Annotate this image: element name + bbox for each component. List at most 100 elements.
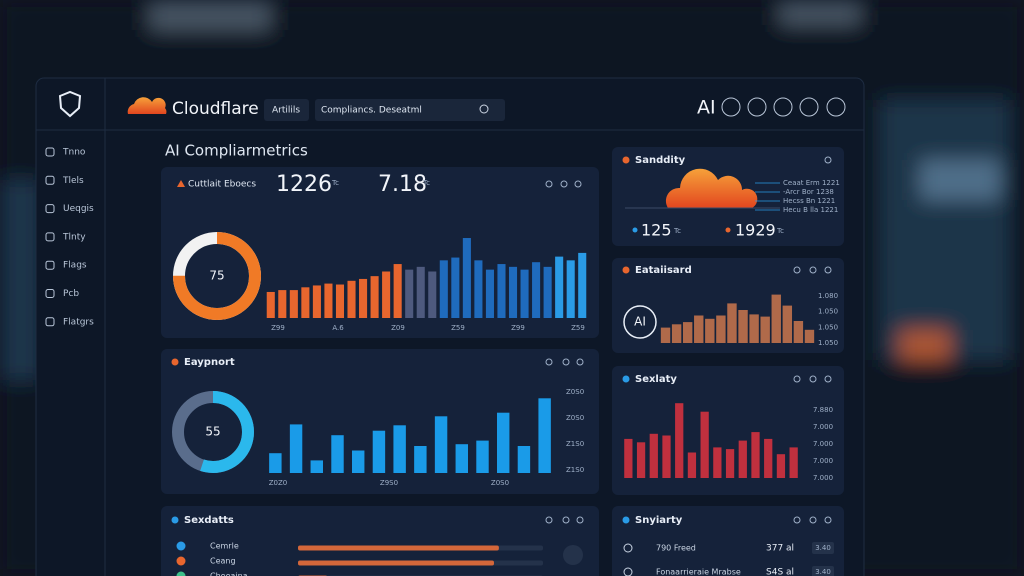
nav-icon[interactable] — [45, 232, 55, 242]
nav-label[interactable]: Flags — [63, 261, 87, 271]
bar — [705, 318, 715, 343]
nav-icon[interactable] — [45, 289, 55, 298]
nav-label[interactable]: Pcb — [63, 289, 79, 299]
search-text[interactable]: Compliancs. Deseatml — [321, 106, 422, 116]
nav-icon[interactable] — [45, 260, 55, 270]
panel-title: Sexdatts — [184, 515, 234, 526]
bar — [301, 287, 310, 318]
panel-icon[interactable] — [545, 358, 553, 366]
header-icon[interactable] — [773, 97, 793, 117]
nav-icon[interactable] — [45, 175, 55, 185]
panel-icon[interactable] — [562, 358, 570, 366]
x-label: Z09 — [391, 324, 405, 332]
search-icon[interactable] — [479, 104, 489, 114]
y-label: 7.000 — [813, 440, 833, 448]
details-panel — [161, 506, 599, 576]
brand-name: Cloudflare — [172, 99, 259, 119]
nav-icon[interactable] — [45, 147, 55, 157]
bar — [312, 285, 321, 318]
y-label: Z0S0 — [566, 414, 584, 422]
panel-icon[interactable] — [574, 180, 582, 188]
y-label: Z1S0 — [566, 466, 584, 474]
stat-unit: Tc — [776, 227, 784, 235]
header-icon[interactable] — [826, 97, 846, 117]
bar — [278, 290, 287, 318]
nav-label[interactable]: Flatgrs — [63, 317, 94, 327]
row-icon — [176, 556, 186, 566]
bar — [310, 460, 323, 473]
nav-label[interactable]: Tnno — [62, 148, 86, 158]
header-icon[interactable] — [799, 97, 819, 117]
bar — [764, 438, 773, 478]
bar — [462, 238, 471, 318]
bar — [789, 447, 798, 478]
panel-icon[interactable] — [809, 516, 817, 524]
bar — [760, 316, 770, 343]
nav-icon[interactable] — [45, 317, 55, 327]
bar — [416, 266, 425, 318]
panel-icon[interactable] — [809, 375, 817, 383]
panel-icon[interactable] — [576, 358, 584, 366]
bar — [508, 266, 518, 318]
x-label: Z99 — [271, 324, 285, 332]
panel-icon[interactable] — [824, 266, 832, 274]
bar — [727, 303, 737, 343]
bar — [352, 450, 365, 473]
ai-label: AI — [634, 315, 646, 329]
panel-icon[interactable] — [793, 375, 801, 383]
x-label: Z99 — [511, 324, 525, 332]
bar — [347, 280, 356, 318]
tab[interactable] — [264, 99, 309, 121]
panel-icon[interactable] — [545, 516, 553, 524]
panel-icon[interactable] — [562, 516, 570, 524]
row-value: 377 al — [766, 544, 794, 554]
bar — [520, 269, 529, 318]
bar — [532, 262, 541, 318]
tab-label[interactable]: Artilils — [272, 106, 300, 116]
nav-label[interactable]: Tlnty — [62, 232, 86, 242]
bar — [331, 435, 344, 473]
row-badge-text: 3.40 — [815, 568, 831, 576]
y-label: Z0S0 — [566, 388, 584, 396]
search-box[interactable] — [315, 99, 505, 121]
row-badge — [812, 566, 834, 576]
header-icon[interactable] — [721, 97, 741, 117]
panel-icon[interactable] — [809, 266, 817, 274]
panel-icon[interactable] — [793, 516, 801, 524]
x-label: A.6 — [332, 324, 344, 332]
y-label: 1.050 — [818, 323, 838, 331]
dot — [622, 156, 630, 164]
bar — [370, 276, 379, 318]
nav-icon[interactable] — [45, 204, 55, 214]
panel-icon[interactable] — [545, 180, 553, 188]
panel-icon[interactable] — [793, 266, 801, 274]
panel-icon[interactable] — [824, 516, 832, 524]
stat-unit: Tc — [673, 227, 681, 235]
bar — [578, 252, 587, 318]
bar — [405, 269, 414, 318]
panel-icon[interactable] — [560, 180, 568, 188]
donut-arc — [172, 391, 254, 473]
donut-value: 55 — [205, 425, 220, 439]
bar — [497, 264, 506, 318]
hbar — [298, 545, 499, 551]
bar — [538, 398, 551, 473]
action-button[interactable] — [563, 545, 583, 565]
panel-title: Eaypnort — [184, 357, 235, 368]
bar — [700, 411, 709, 478]
dot — [171, 358, 179, 366]
panel-icon[interactable] — [824, 156, 832, 164]
row-label: Ceang — [210, 557, 236, 566]
x-label: Z0S0 — [491, 479, 509, 487]
header-icon[interactable] — [747, 97, 767, 117]
nav-label[interactable]: Tlels — [62, 176, 84, 186]
row-icon — [623, 567, 633, 576]
ai-circle — [623, 305, 657, 339]
nav-label[interactable]: Ueqgis — [63, 204, 94, 214]
bar — [289, 290, 298, 318]
bar — [662, 435, 671, 478]
panel-title: Sexlaty — [635, 374, 677, 385]
panel-icon[interactable] — [576, 516, 584, 524]
panel-icon[interactable] — [824, 375, 832, 383]
bar — [636, 442, 646, 478]
